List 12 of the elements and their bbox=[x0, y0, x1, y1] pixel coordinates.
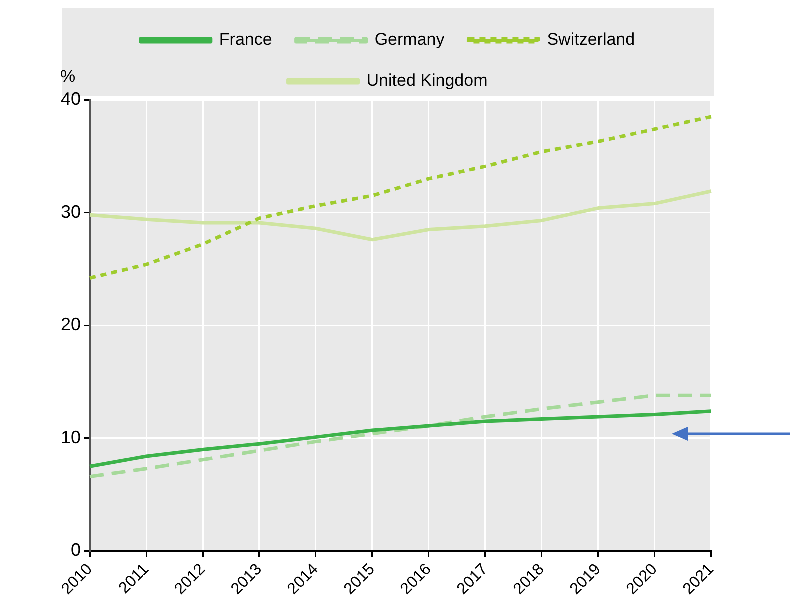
line-series bbox=[88, 394, 714, 479]
y-tick-label: 0 bbox=[71, 540, 82, 560]
legend-label: Switzerland bbox=[547, 30, 636, 50]
y-tick-label: 20 bbox=[60, 314, 82, 335]
legend-label: United Kingdom bbox=[366, 71, 488, 90]
line-series bbox=[88, 115, 714, 280]
legend-label: Germany bbox=[374, 30, 446, 50]
legend-label: France bbox=[219, 30, 272, 50]
y-axis-title: % bbox=[60, 67, 76, 86]
y-tick-label: 30 bbox=[60, 202, 82, 222]
y-tick-label: 40 bbox=[60, 88, 82, 109]
y-tick-label: 10 bbox=[60, 427, 82, 448]
